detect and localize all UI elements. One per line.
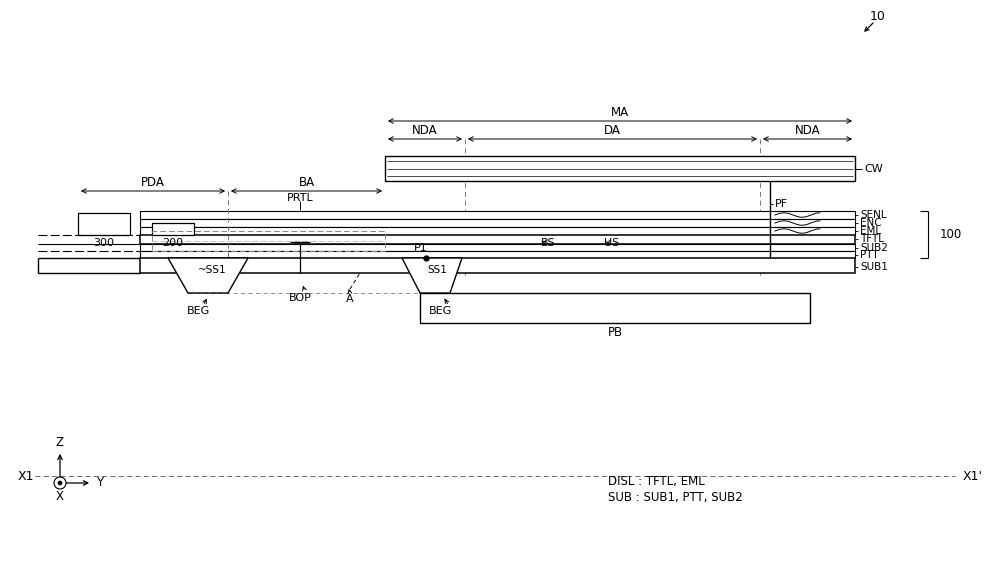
Text: US: US bbox=[604, 238, 620, 248]
Text: PB: PB bbox=[607, 327, 623, 340]
Text: DISL : TFTL, EML: DISL : TFTL, EML bbox=[608, 475, 705, 488]
Bar bbox=[140, 219, 855, 227]
Bar bbox=[140, 244, 855, 251]
Bar bbox=[152, 231, 385, 251]
Text: ENC: ENC bbox=[860, 218, 882, 228]
Text: P1: P1 bbox=[414, 243, 428, 253]
Text: X1': X1' bbox=[963, 469, 983, 482]
Bar bbox=[140, 258, 855, 273]
Text: SUB : SUB1, PTT, SUB2: SUB : SUB1, PTT, SUB2 bbox=[608, 490, 743, 504]
Text: A: A bbox=[346, 294, 354, 304]
Text: Z: Z bbox=[56, 436, 64, 449]
Bar bbox=[78, 213, 130, 235]
Bar bbox=[152, 223, 194, 235]
Text: BS: BS bbox=[541, 238, 555, 248]
Text: BEG: BEG bbox=[186, 306, 210, 316]
Text: 10: 10 bbox=[870, 10, 886, 22]
Text: MA: MA bbox=[611, 107, 629, 119]
Bar bbox=[140, 251, 855, 258]
Bar bbox=[140, 235, 855, 244]
Text: SS1: SS1 bbox=[427, 265, 447, 275]
Bar bbox=[385, 156, 855, 181]
Bar bbox=[140, 227, 855, 235]
Text: DA: DA bbox=[604, 124, 621, 138]
Text: PRTL: PRTL bbox=[287, 193, 313, 203]
Circle shape bbox=[54, 477, 66, 489]
Text: PF: PF bbox=[775, 199, 788, 209]
Text: SENL: SENL bbox=[860, 210, 887, 220]
Text: CW: CW bbox=[864, 164, 883, 174]
Text: NDA: NDA bbox=[795, 124, 820, 138]
Text: PTT: PTT bbox=[860, 250, 879, 260]
Text: BEG: BEG bbox=[428, 306, 452, 316]
Text: SUB1: SUB1 bbox=[860, 262, 888, 272]
Text: BOP: BOP bbox=[289, 293, 311, 303]
Circle shape bbox=[58, 481, 62, 485]
Bar bbox=[420, 293, 810, 323]
Text: TFTL: TFTL bbox=[860, 234, 884, 244]
Text: Y: Y bbox=[96, 477, 104, 489]
Text: NDA: NDA bbox=[412, 124, 438, 138]
Text: 100: 100 bbox=[940, 228, 962, 242]
Text: 200: 200 bbox=[162, 238, 184, 248]
Text: X: X bbox=[56, 490, 64, 504]
Bar bbox=[140, 211, 855, 219]
Text: EML: EML bbox=[860, 226, 881, 236]
Text: ~SS1: ~SS1 bbox=[198, 265, 227, 275]
Text: SUB2: SUB2 bbox=[860, 243, 888, 253]
Text: PDA: PDA bbox=[141, 176, 165, 190]
Polygon shape bbox=[168, 258, 248, 293]
Polygon shape bbox=[402, 258, 462, 293]
Text: X1: X1 bbox=[18, 469, 34, 482]
Text: 300: 300 bbox=[94, 238, 114, 248]
Text: BA: BA bbox=[298, 176, 315, 190]
